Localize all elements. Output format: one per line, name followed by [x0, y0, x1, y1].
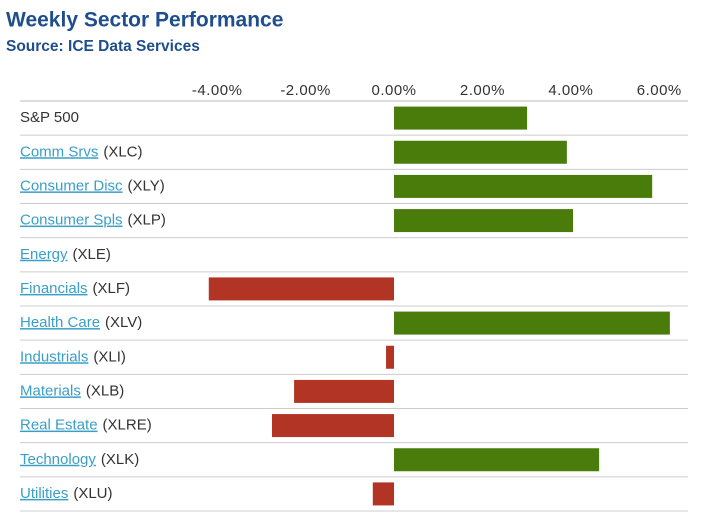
x-tick-label: 0.00%	[371, 82, 416, 99]
x-tick-label: -2.00%	[280, 82, 331, 99]
ticker: (XLU)	[73, 485, 112, 502]
ticker: (XLK)	[101, 451, 139, 468]
sector-link[interactable]: Financials	[20, 280, 88, 297]
bar	[372, 482, 395, 506]
category-label: Industrials (XLI)	[20, 348, 126, 365]
ticker: (XLE)	[73, 246, 111, 263]
category-label: Technology (XLK)	[20, 451, 139, 468]
sector-link[interactable]: Real Estate	[20, 417, 98, 434]
ticker: (XLC)	[103, 143, 142, 160]
x-tick-label: 6.00%	[637, 82, 682, 99]
ticker: (XLV)	[105, 314, 142, 331]
category-label: Utilities (XLU)	[20, 485, 113, 502]
category-name: S&P 500	[20, 109, 79, 126]
category-label: Health Care (XLV)	[20, 314, 142, 331]
sector-link[interactable]: Health Care	[20, 314, 100, 331]
category-label: Real Estate (XLRE)	[20, 417, 152, 434]
category-label: Consumer Spls (XLP)	[20, 212, 166, 229]
ticker: (XLY)	[128, 177, 165, 194]
sector-link[interactable]: Consumer Disc	[20, 177, 123, 194]
sector-link[interactable]: Materials	[20, 382, 81, 399]
category-label: Energy (XLE)	[20, 246, 111, 263]
x-tick-label: -4.00%	[192, 82, 243, 99]
category-label: Financials (XLF)	[20, 280, 130, 297]
ticker: (XLB)	[86, 382, 124, 399]
bar	[394, 140, 567, 164]
bar	[394, 448, 600, 472]
category-label: S&P 500	[20, 109, 79, 126]
bar	[386, 345, 395, 369]
ticker: (XLF)	[93, 280, 131, 297]
sector-link[interactable]: Energy	[20, 246, 68, 263]
chart-title: Weekly Sector Performance	[6, 9, 283, 32]
sector-link[interactable]: Consumer Spls	[20, 212, 123, 229]
x-tick-label: 2.00%	[460, 82, 505, 99]
category-label: Consumer Disc (XLY)	[20, 177, 165, 194]
sector-link[interactable]: Technology	[20, 451, 96, 468]
bar	[394, 311, 670, 335]
chart-subtitle: Source: ICE Data Services	[6, 38, 200, 55]
bar	[394, 174, 653, 198]
sector-link[interactable]: Utilities	[20, 485, 68, 502]
bar	[394, 209, 574, 233]
category-label: Comm Srvs (XLC)	[20, 143, 143, 160]
bar	[208, 277, 395, 301]
ticker: (XLI)	[93, 348, 126, 365]
x-tick-label: 4.00%	[548, 82, 593, 99]
ticker: (XLRE)	[103, 417, 152, 434]
bar	[271, 414, 395, 438]
category-label: Materials (XLB)	[20, 382, 124, 399]
bar	[294, 379, 395, 403]
sector-link[interactable]: Industrials	[20, 348, 88, 365]
bar	[394, 106, 528, 130]
sector-link[interactable]: Comm Srvs	[20, 143, 98, 160]
ticker: (XLP)	[128, 212, 166, 229]
